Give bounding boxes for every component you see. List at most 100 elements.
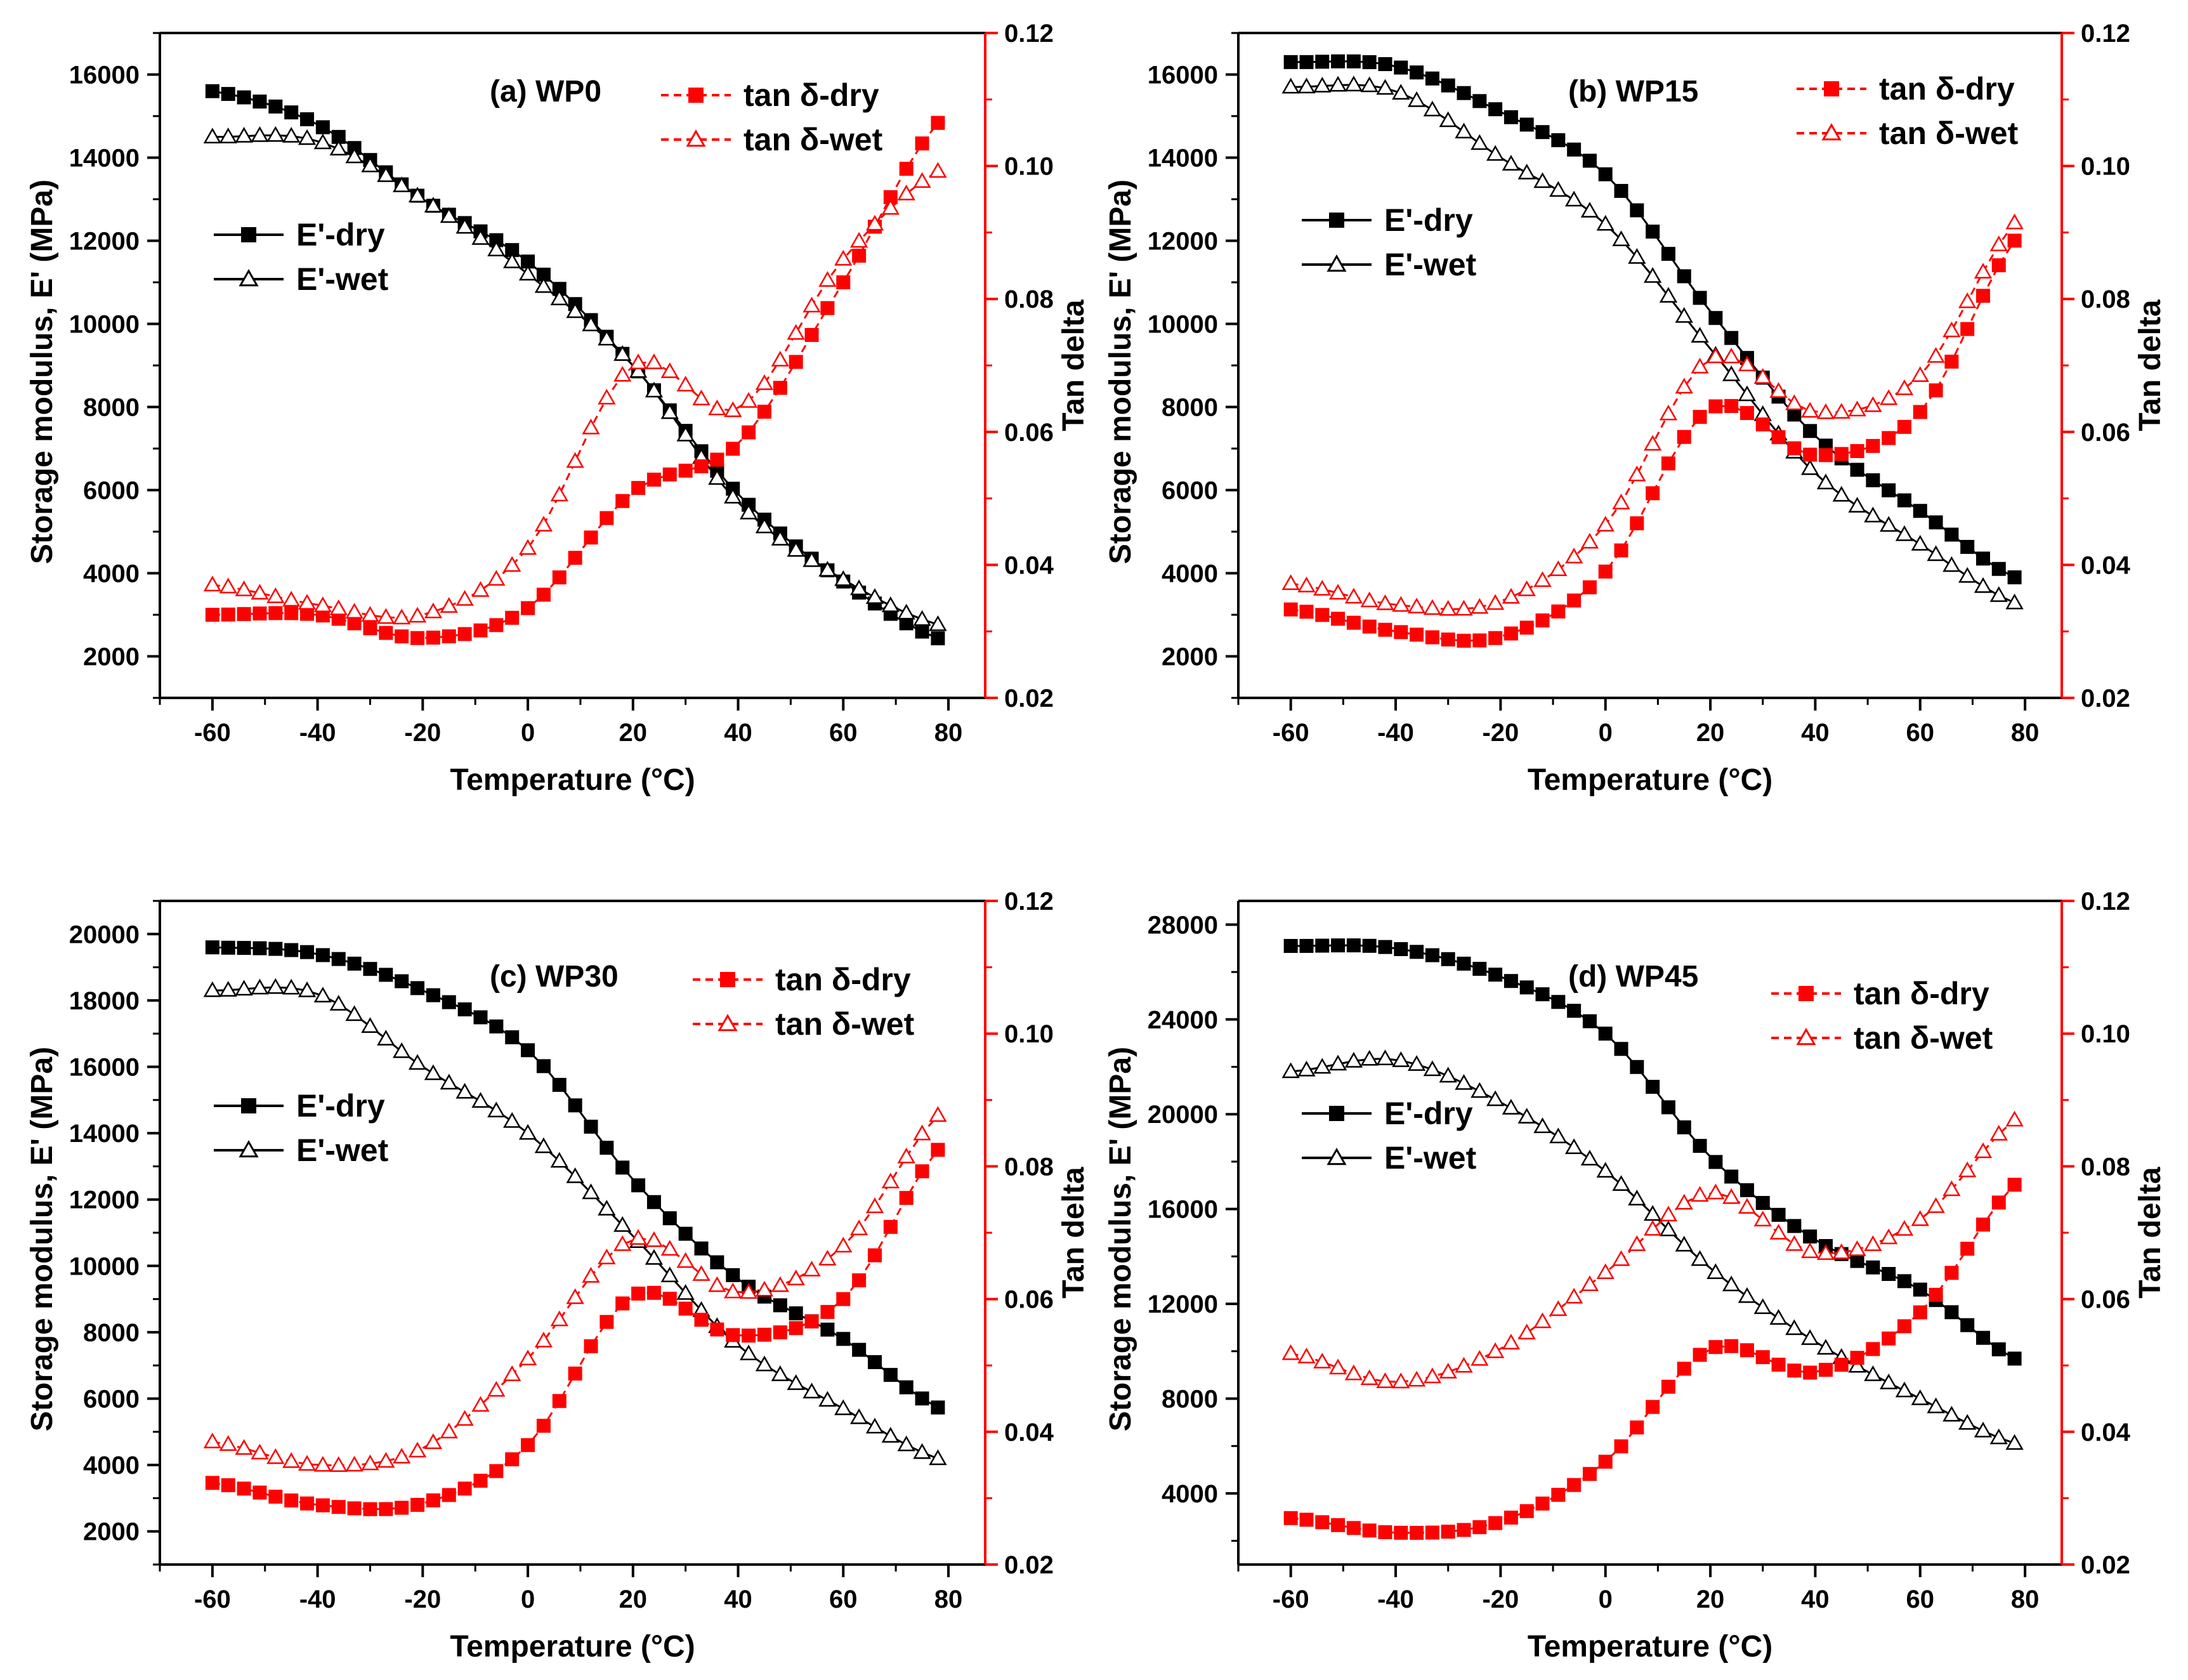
data-point [395, 974, 409, 988]
data-point [313, 1455, 332, 1472]
data-point [1834, 447, 1849, 461]
data-point [518, 539, 537, 555]
x-tick-label: 20 [1696, 719, 1725, 747]
data-point [1991, 1195, 2006, 1210]
data-point [818, 561, 837, 577]
data-point [1441, 78, 1455, 93]
data-point [2007, 1351, 2022, 1366]
data-point [742, 1329, 756, 1343]
data-point [1693, 410, 1707, 424]
data-point [424, 1064, 443, 1080]
legend-label: tan δ-wet [1854, 1020, 1993, 1056]
data-point [1738, 1198, 1757, 1214]
data-point [834, 570, 853, 586]
data-point [820, 1322, 835, 1337]
y-tick-label: 6000 [1162, 477, 1218, 505]
data-point [1535, 125, 1550, 140]
data-point [1378, 940, 1392, 954]
data-point [1567, 142, 1582, 157]
data-point [915, 1164, 929, 1179]
data-point [789, 355, 803, 369]
legend-label: E'-dry [1384, 1096, 1473, 1131]
data-point [203, 128, 222, 143]
data-point [599, 1315, 614, 1329]
data-point [568, 1098, 582, 1113]
data-point [550, 289, 568, 306]
data-point [1738, 385, 1757, 402]
data-point [487, 570, 506, 586]
data-point [1407, 1055, 1426, 1071]
data-point [1643, 1219, 1662, 1236]
data-point [536, 587, 551, 602]
data-point [1960, 1242, 1975, 1256]
data-point [802, 1382, 821, 1399]
data-point [787, 541, 805, 557]
data-point [1643, 435, 1662, 451]
chart-panel-2: -60 -40 -20 0 20 40 60 80 2000 4000 6000 8000 10000 1… [25, 888, 1091, 1664]
data-point [363, 962, 377, 976]
data-point [1392, 596, 1410, 612]
data-point [266, 1448, 285, 1464]
y-tick-label: 24000 [1148, 1006, 1218, 1034]
data-point [282, 591, 301, 607]
data-point [865, 214, 884, 231]
y-axis-title: Storage modulus, E' (MPa) [1104, 1047, 1137, 1431]
legend-marker [241, 227, 256, 242]
data-point [1661, 247, 1675, 261]
data-point [613, 1216, 632, 1232]
data-point [536, 267, 551, 282]
data-point [1882, 1331, 1896, 1346]
data-point [1630, 203, 1644, 218]
data-point [1425, 630, 1439, 645]
series-e-wet [1281, 1049, 2026, 1450]
data-point [739, 1283, 758, 1299]
data-point [1612, 1175, 1630, 1191]
data-point [361, 1017, 379, 1034]
x-tick-label: 40 [1801, 719, 1830, 747]
data-point [1942, 321, 1961, 338]
x-tick-label: 60 [1906, 719, 1935, 747]
data-point [457, 627, 472, 641]
data-point [1472, 962, 1487, 976]
data-point [455, 1410, 474, 1426]
data-point [1771, 430, 1786, 445]
data-point [552, 282, 567, 296]
data-point [1911, 535, 1929, 551]
y-tick-label: 16000 [1148, 62, 1218, 89]
data-point [645, 1249, 664, 1265]
data-point [534, 515, 553, 532]
data-point [408, 607, 427, 623]
data-point [1486, 1342, 1505, 1358]
x-tick-label: -40 [299, 1585, 336, 1613]
data-point [1564, 190, 1583, 207]
legend-entry-tan-dry: tan δ-dry [1771, 976, 1989, 1011]
data-point [1866, 438, 1880, 453]
data-point [1803, 424, 1818, 438]
data-point [1785, 1319, 1804, 1335]
data-point [1376, 1372, 1394, 1388]
y2-tick-label: 0.10 [2081, 1020, 2130, 1048]
data-point [1707, 1263, 1725, 1279]
legend-entry-e-wet: E'-wet [1302, 1140, 1477, 1176]
legend-label: tan δ-dry [1879, 71, 2015, 107]
data-point [1441, 952, 1455, 966]
data-point [710, 1255, 724, 1270]
data-point [915, 624, 929, 639]
data-point [345, 147, 364, 164]
data-point [929, 615, 947, 631]
y-tick-label: 8000 [1162, 394, 1218, 422]
data-point [865, 1417, 884, 1434]
data-point [489, 1019, 504, 1034]
data-point [660, 1240, 679, 1256]
data-point [377, 166, 395, 182]
data-point [550, 1152, 568, 1168]
data-point [487, 1101, 506, 1118]
data-point [757, 1327, 771, 1342]
data-point [739, 503, 758, 520]
data-point [268, 99, 283, 114]
data-point [1360, 591, 1379, 608]
data-point [1455, 600, 1473, 616]
data-point [1423, 599, 1442, 615]
data-point [1394, 942, 1408, 956]
data-point [1895, 379, 1914, 395]
